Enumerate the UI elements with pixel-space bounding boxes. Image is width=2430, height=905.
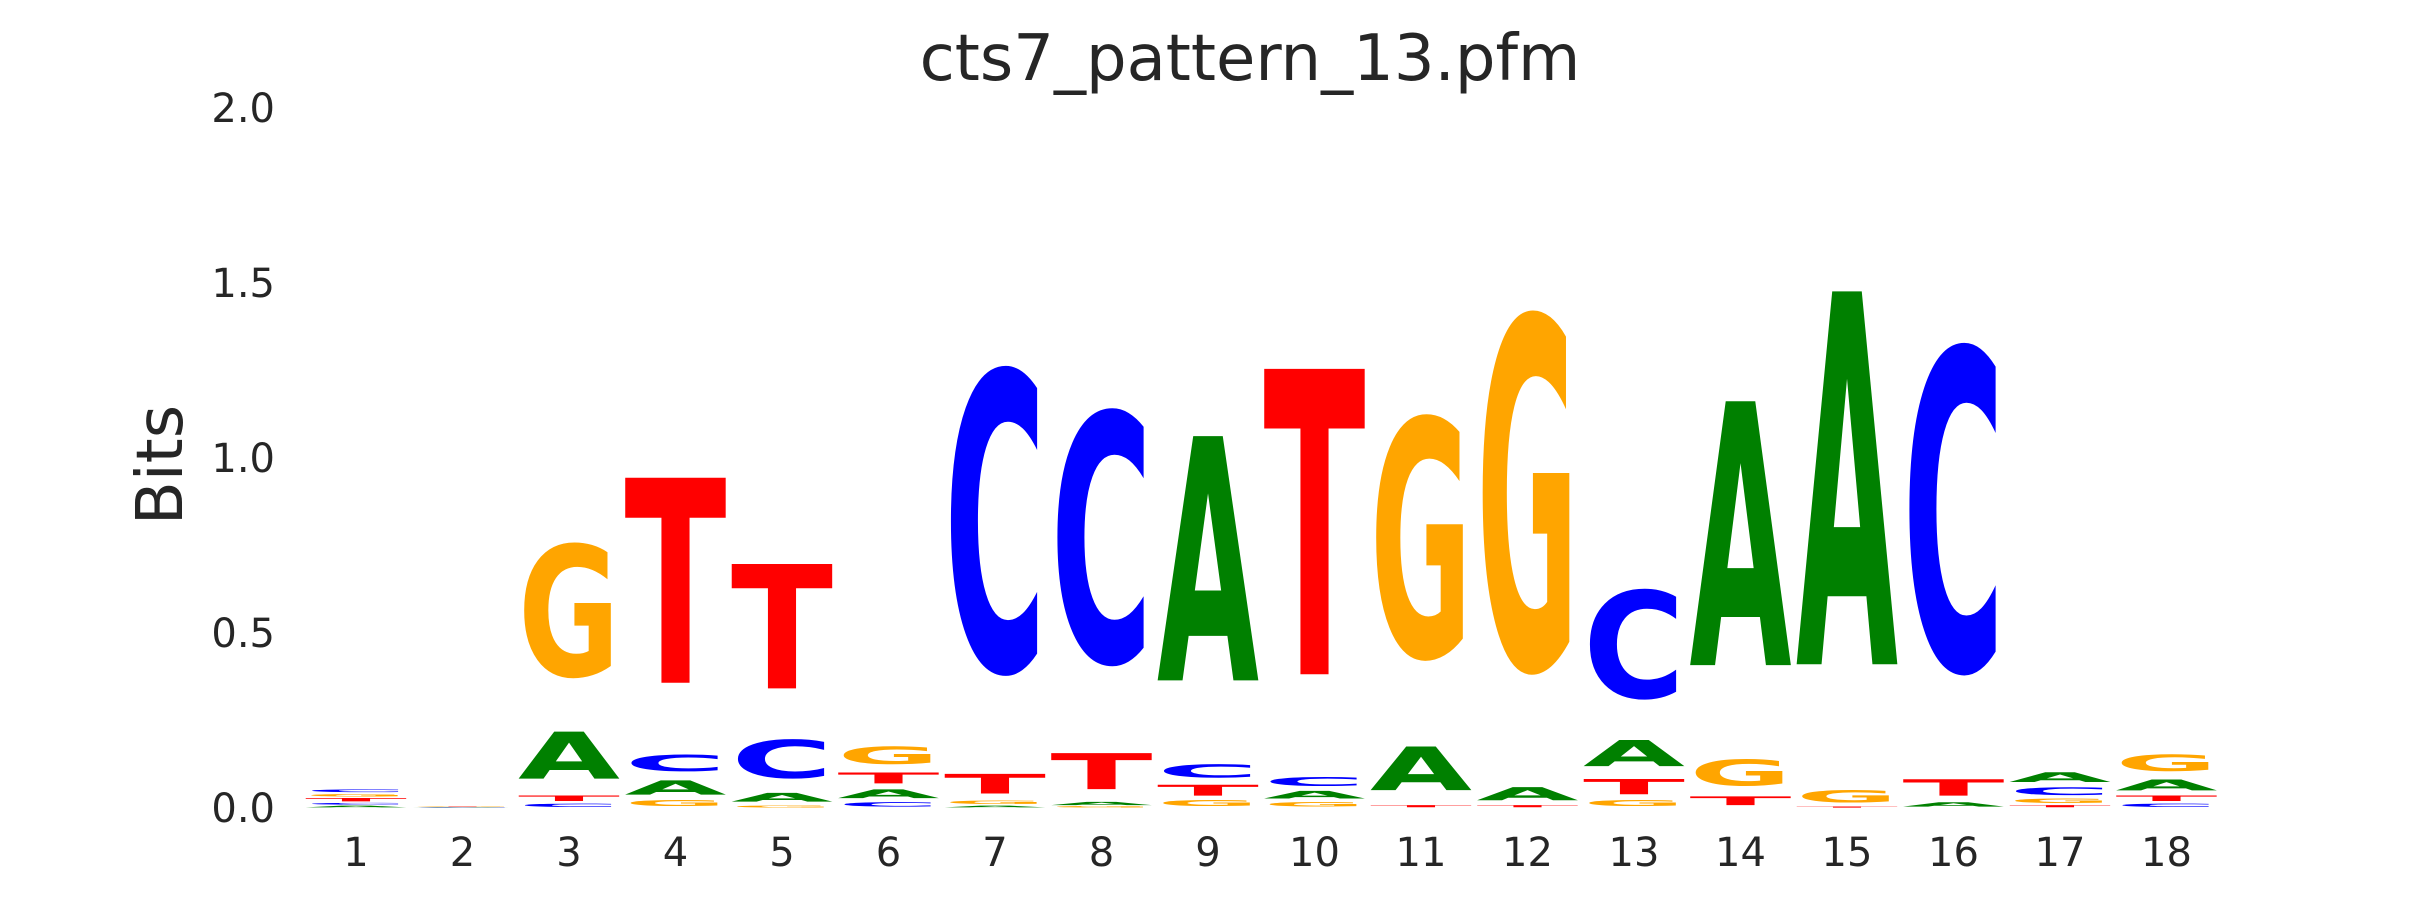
y-tick-label: 1.5: [211, 261, 275, 307]
y-tick-label: 1.0: [211, 436, 275, 482]
logo-glyph-g: G: [731, 804, 833, 808]
x-tick-label: 14: [1715, 830, 1766, 876]
logo-glyph-g: G: [305, 793, 407, 797]
logo-glyph-c: C: [518, 803, 620, 808]
logo-glyph-t: T: [944, 769, 1046, 800]
logo-glyph-a: A: [1796, 190, 1899, 786]
logo-glyph-g: G: [625, 799, 727, 808]
logo-glyph-t: T: [1051, 744, 1153, 801]
logo-glyph-a: A: [838, 787, 940, 801]
x-tick-label: 17: [2035, 830, 2086, 876]
logo-glyph-a: A: [1690, 330, 1793, 751]
logo-glyph-c: C: [412, 807, 514, 808]
logo-glyph-c: C: [305, 802, 407, 805]
logo-glyph-c: C: [305, 789, 407, 793]
x-tick-label: 8: [1089, 830, 1114, 876]
logo-glyph-t: T: [625, 423, 727, 750]
logo-glyph-a: A: [305, 805, 407, 808]
x-tick-label: 2: [450, 830, 475, 876]
logo-glyph-c: C: [2116, 803, 2218, 808]
x-tick-label: 7: [982, 830, 1007, 876]
logo-glyph-t: T: [731, 530, 833, 729]
logo-glyph-a: A: [1264, 789, 1366, 801]
logo-glyph-g: G: [518, 511, 620, 719]
logo-glyph-c: C: [1583, 561, 1685, 732]
logo-glyph-c: C: [625, 751, 727, 777]
y-tick-label: 2.0: [211, 86, 275, 132]
y-tick-label: 0.0: [211, 786, 275, 832]
logo-glyph-a: A: [1477, 784, 1579, 805]
logo-glyph-t: T: [1477, 805, 1579, 808]
logo-glyph-a: A: [1157, 371, 1259, 761]
logo-glyph-t: T: [2116, 794, 2218, 803]
logo-glyph-g: G: [2116, 751, 2218, 777]
x-tick-label: 10: [1289, 830, 1340, 876]
x-tick-label: 4: [663, 830, 688, 876]
y-tick-label: 0.5: [211, 611, 275, 657]
logo-glyph-g: G: [1051, 806, 1153, 808]
x-tick-label: 3: [556, 830, 581, 876]
logo-glyph-c: C: [944, 291, 1046, 768]
logo-glyph-c: C: [1157, 761, 1259, 782]
logo-glyph-g: G: [412, 807, 514, 808]
y-axis-label: Bits: [124, 405, 198, 525]
logo-glyph-t: T: [1690, 794, 1792, 808]
chart-title: cts7_pattern_13.pfm: [920, 22, 1581, 96]
x-tick-label: 5: [769, 830, 794, 876]
logo-glyph-t: T: [1903, 775, 2005, 801]
logo-glyph-g: G: [1583, 799, 1685, 808]
logo-glyph-t: T: [1264, 287, 1367, 774]
x-tick-label: 12: [1502, 830, 1553, 876]
logo-glyph-g: G: [1370, 355, 1472, 734]
logo-glyph-t: T: [838, 770, 940, 787]
logo-glyph-c: C: [2009, 785, 2111, 797]
x-tick-label: 9: [1195, 830, 1220, 876]
x-tick-label: 18: [2141, 830, 2192, 876]
logo-glyph-a: A: [2009, 770, 2112, 786]
logo-glyph-g: G: [1796, 787, 1898, 806]
logo-glyph-g: G: [944, 800, 1046, 805]
logo-glyph-a: A: [625, 777, 727, 800]
logo-glyph-c: C: [838, 801, 940, 808]
logo-glyph-g: G: [1690, 752, 1792, 794]
logo-glyph-t: T: [305, 797, 407, 802]
logo-glyph-a: A: [1903, 801, 2005, 808]
logo-glyph-c: C: [1903, 261, 2005, 773]
x-tick-label: 16: [1928, 830, 1979, 876]
logo-glyph-g: G: [1264, 801, 1366, 808]
logo-glyph-t: T: [1157, 782, 1259, 799]
x-tick-label: 1: [343, 830, 368, 876]
logo-glyph-a: A: [412, 807, 514, 808]
logo-glyph-a: A: [1051, 801, 1153, 806]
logo-glyph-g: G: [1477, 221, 1579, 781]
logo-glyph-g: G: [838, 742, 940, 770]
x-tick-label: 11: [1396, 830, 1447, 876]
logo-glyph-t: T: [412, 806, 514, 807]
logo-glyph-c: C: [1264, 775, 1366, 789]
logo-glyph-a: A: [2116, 777, 2219, 794]
logo-glyph-a: A: [731, 791, 833, 805]
logo-glyph-t: T: [518, 794, 620, 803]
logo-glyph-c: C: [1051, 346, 1153, 743]
x-tick-label: 13: [1609, 830, 1660, 876]
logo-glyph-g: G: [2009, 797, 2111, 804]
logo-glyph-g: G: [1157, 799, 1259, 808]
logo-glyph-a: A: [1583, 733, 1685, 775]
logo-glyph-t: T: [1583, 775, 1685, 799]
logo-glyph-t: T: [1796, 806, 1898, 808]
x-axis-ticks: 1 2 3 4 5 6 7 8 9 10 11 12 13 14 15 16 17 18: [343, 830, 2192, 876]
logo-glyph-a: A: [1370, 735, 1472, 805]
logo-glyph-a: A: [944, 805, 1046, 808]
x-tick-label: 15: [1822, 830, 1873, 876]
x-tick-label: 6: [876, 830, 901, 876]
logo-glyph-a: A: [518, 720, 620, 794]
logo-glyph-t: T: [2009, 805, 2111, 808]
y-axis-ticks: 0.0 0.5 1.0 1.5 2.0: [211, 86, 275, 832]
logo-glyph-c: C: [731, 730, 833, 791]
logo-glyph-t: T: [1370, 805, 1472, 808]
